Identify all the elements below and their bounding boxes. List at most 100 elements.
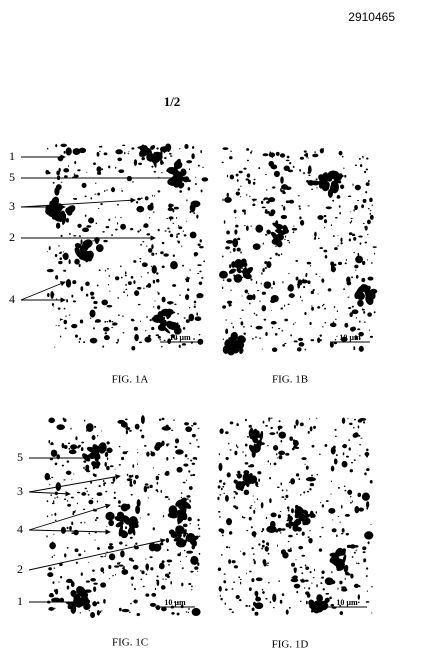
speckle [225,495,229,502]
speckle [84,487,87,490]
speckle [285,452,290,456]
speckle [322,588,325,591]
speckle [189,269,191,271]
speckle [249,570,252,573]
speckle [138,162,142,166]
speckle [45,169,50,175]
speckle [44,472,51,481]
speckle [349,422,353,426]
speckle [248,516,252,521]
speckle [67,165,69,167]
reference-label: 2 [9,230,15,244]
speckle [129,227,134,231]
speckle [139,517,141,519]
speckle [72,510,76,513]
speckle [289,436,293,441]
speckle [188,486,193,490]
speckle [236,247,241,252]
speckle [343,485,346,487]
speckle [303,150,307,153]
speckle [88,609,90,612]
speckle [109,543,113,546]
speckle [319,334,322,337]
speckle [140,243,142,246]
speckle [193,212,195,215]
speckle [334,428,337,431]
speckle [66,526,69,530]
speckle [83,466,85,470]
speckle [291,227,298,231]
speckle [255,280,258,284]
particle-cluster [357,299,364,307]
particle-cluster [302,513,311,519]
particle-cluster [331,555,340,562]
speckle [133,599,138,604]
speckle [103,483,105,487]
speckle [191,462,196,465]
speckle [251,150,253,153]
speckle [269,601,272,604]
speckle [283,206,286,211]
speckle [187,516,192,522]
speckle [333,263,337,267]
particle-cluster [158,315,164,323]
particle-cluster [189,537,197,547]
speckle [292,575,298,580]
figure-caption: FIG. 1A [112,374,149,386]
speckle [151,165,154,168]
speckle [305,152,309,158]
speckle [258,543,261,546]
speckle [261,544,265,548]
speckle [101,299,109,306]
particle-cluster [337,549,346,556]
reference-label: 4 [17,522,23,536]
speckle [170,429,174,431]
particle-cluster [288,521,296,527]
speckle [84,214,87,217]
speckle [80,286,84,292]
speckle [241,295,243,297]
speckle [89,317,92,319]
speckle [93,306,98,309]
speckle [63,269,67,272]
speckle [197,518,200,522]
speckle [252,553,255,555]
speckle [361,492,370,501]
speckle [66,299,69,303]
speckle [46,500,49,503]
speckle [354,505,360,514]
speckle [311,582,313,584]
speckle [224,602,226,605]
speckle [344,262,347,265]
speckle [231,560,236,564]
speckle [311,305,313,307]
speckle [275,151,280,156]
speckle [305,566,310,571]
speckle [143,226,145,228]
speckle [350,217,353,220]
speckle [311,474,313,477]
speckle [229,174,234,180]
speckle [278,427,281,431]
speckle [73,198,75,200]
speckle [63,319,68,325]
speckle [133,479,137,485]
speckle [355,549,357,552]
speckle [347,296,350,298]
speckle [293,424,296,429]
speckle [95,338,97,341]
speckle [275,245,277,248]
speckle [132,564,139,570]
speckle [233,491,237,493]
speckle [86,171,88,173]
speckle [288,606,291,609]
speckle [308,537,313,544]
speckle [56,496,59,498]
speckle [219,594,221,598]
speckle [293,225,295,227]
speckle [106,304,113,308]
speckle [168,571,171,575]
speckle [225,319,227,321]
speckle [226,472,231,478]
speckle [128,151,130,153]
